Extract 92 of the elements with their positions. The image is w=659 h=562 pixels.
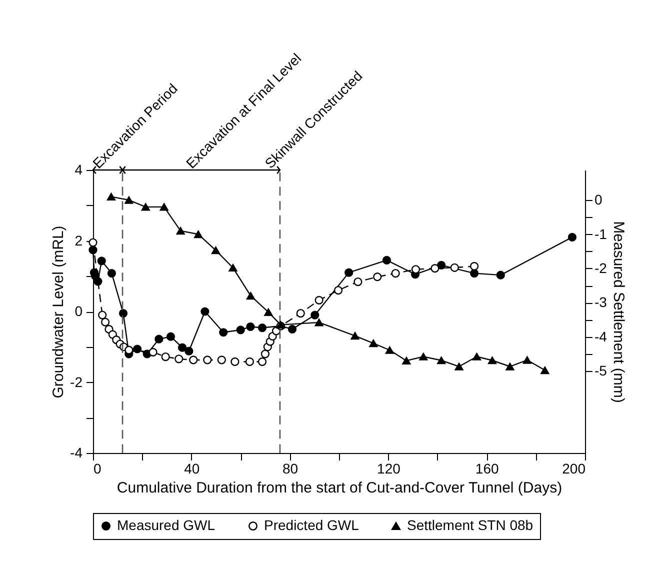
point (568, 232, 577, 242)
point (124, 196, 134, 204)
legend-label: Predicted GWL (264, 517, 360, 533)
point (230, 357, 240, 366)
point (334, 286, 343, 295)
point (472, 352, 482, 360)
point (88, 246, 98, 254)
point (124, 346, 134, 354)
legend-label: Measured GWL (117, 517, 216, 533)
y2-tick-label: -1 (594, 226, 608, 242)
point (373, 272, 382, 282)
point (160, 203, 168, 211)
point (314, 318, 324, 326)
y2-axis-title: Measured Settlement (mm) (610, 221, 627, 403)
point (211, 246, 220, 254)
point (454, 362, 464, 370)
point (258, 323, 267, 332)
point (369, 339, 378, 348)
point (260, 350, 270, 358)
x-tick-label: 200 (562, 460, 586, 476)
point (522, 356, 532, 364)
x-tick-label: 40 (184, 460, 200, 476)
point (219, 328, 228, 337)
y-tick-label: 0 (74, 303, 83, 319)
x-tick-label: 160 (475, 460, 499, 476)
point (106, 192, 116, 200)
point (354, 277, 362, 286)
point (344, 268, 354, 277)
point (141, 203, 150, 211)
point (97, 256, 106, 266)
point (450, 263, 459, 272)
y-axis-title: Groundwater Level (mRL) (50, 226, 68, 398)
point (203, 356, 212, 364)
point (350, 332, 360, 340)
point (94, 277, 102, 286)
point (496, 270, 505, 280)
y-tick-label: -2 (70, 374, 83, 390)
point (132, 344, 142, 354)
point (310, 310, 320, 320)
point (166, 332, 176, 341)
x-axis-title: Cumulative Duration from the start of Cut-and-Cover Tunnel (Days) (116, 480, 562, 496)
point (314, 296, 324, 304)
y-tick-label: 2 (74, 232, 83, 248)
point (540, 366, 550, 374)
y2-tick-label: 0 (594, 192, 602, 208)
point (118, 308, 128, 318)
point (246, 322, 255, 332)
point (470, 262, 479, 271)
legend-label: Settlement STN 08b (407, 517, 534, 533)
point (228, 264, 238, 272)
point (506, 362, 514, 370)
point (264, 308, 273, 316)
y2-tick-label: -4 (594, 328, 608, 344)
point (391, 268, 400, 278)
point (217, 356, 226, 364)
point (488, 356, 497, 364)
point (402, 356, 411, 365)
y2-tick-label: -2 (594, 260, 608, 276)
point (437, 356, 446, 364)
point (288, 324, 297, 334)
point (154, 334, 164, 344)
point (178, 343, 187, 352)
x-tick-label: 120 (377, 460, 401, 476)
point (194, 230, 203, 238)
point (382, 256, 392, 265)
point (148, 348, 158, 356)
y-tick-label: -4 (70, 444, 83, 460)
point (245, 357, 254, 366)
point (246, 292, 255, 300)
point (430, 264, 440, 273)
point (174, 354, 184, 364)
point (189, 356, 198, 364)
point (296, 308, 305, 318)
point (470, 268, 479, 278)
point (258, 357, 267, 366)
point (88, 238, 98, 247)
point (184, 346, 194, 356)
x-tick-label: 0 (94, 460, 102, 476)
point (200, 307, 210, 316)
point (107, 268, 116, 278)
y2-tick-label: -3 (594, 294, 608, 310)
point (98, 310, 107, 320)
point (100, 318, 110, 326)
y2-tick-label: -5 (594, 362, 608, 378)
y-tick-label: 4 (74, 162, 83, 178)
point (161, 352, 170, 362)
point (385, 346, 394, 354)
point (419, 352, 428, 360)
point (437, 260, 446, 270)
point (176, 227, 185, 235)
x-tick-label: 80 (282, 460, 298, 476)
point (236, 326, 245, 334)
